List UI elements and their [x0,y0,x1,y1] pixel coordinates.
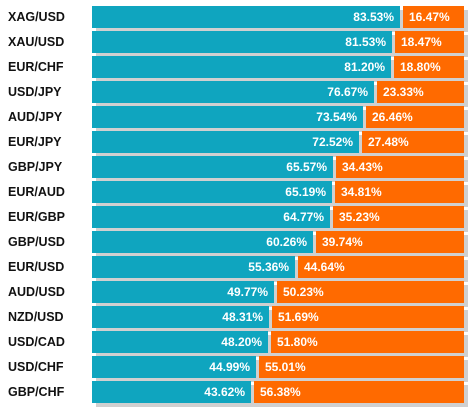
long-percent-label: 76.67% [327,85,368,99]
pair-label: NZD/USD [8,310,64,324]
pair-label: GBP/JPY [8,160,63,174]
short-percent-label: 27.48% [368,135,409,149]
short-percent-label: 18.47% [401,35,442,49]
long-percent-label: 49.77% [227,285,268,299]
short-bar [377,81,464,103]
long-bar [92,131,359,153]
short-percent-label: 23.33% [383,85,424,99]
short-bar [316,231,464,253]
long-bar [92,6,400,28]
pair-label: EUR/CHF [8,60,64,74]
long-percent-label: 81.20% [344,60,385,74]
pair-label: USD/CAD [8,335,65,349]
short-bar [259,356,464,378]
long-bar [92,106,363,128]
pair-label: EUR/GBP [8,210,65,224]
short-bar [335,181,464,203]
pair-label: GBP/USD [8,235,65,249]
short-percent-label: 55.01% [265,360,306,374]
short-bar [271,331,464,353]
long-bar [92,256,295,278]
pair-label: AUD/USD [8,285,65,299]
long-percent-label: 60.26% [266,235,307,249]
short-percent-label: 34.81% [341,185,382,199]
long-bar [92,356,256,378]
pair-label: USD/CHF [8,360,64,374]
pair-label: EUR/JPY [8,135,62,149]
short-bar [298,256,464,278]
short-bar [254,381,464,403]
short-percent-label: 51.80% [277,335,318,349]
long-bar [92,81,374,103]
long-percent-label: 44.99% [209,360,250,374]
pair-label: XAU/USD [8,35,65,49]
short-percent-label: 35.23% [339,210,380,224]
long-percent-label: 48.31% [222,310,263,324]
pair-label: EUR/AUD [8,185,65,199]
long-percent-label: 83.53% [353,10,394,24]
long-percent-label: 43.62% [204,385,245,399]
long-bar [92,156,333,178]
long-bar [92,281,274,303]
long-percent-label: 64.77% [283,210,324,224]
long-percent-label: 55.36% [248,260,289,274]
short-bar [394,56,464,78]
pair-label: AUD/JPY [8,110,63,124]
short-bar [362,131,464,153]
short-percent-label: 51.69% [278,310,319,324]
short-bar [333,206,464,228]
short-percent-label: 26.46% [372,110,413,124]
pair-label: XAG/USD [8,10,65,24]
pair-label: USD/JPY [8,85,62,99]
short-bar [403,6,464,28]
long-percent-label: 72.52% [312,135,353,149]
short-percent-label: 56.38% [260,385,301,399]
short-percent-label: 18.80% [400,60,441,74]
long-bar [92,306,269,328]
long-bar [92,56,391,78]
long-bar [92,206,330,228]
long-bar [92,181,332,203]
long-bar [92,381,251,403]
short-percent-label: 39.74% [322,235,363,249]
short-percent-label: 34.43% [342,160,383,174]
long-bar [92,231,313,253]
short-bar [336,156,464,178]
short-percent-label: 44.64% [304,260,345,274]
short-bar [395,31,464,53]
pair-label: EUR/USD [8,260,65,274]
short-bar [272,306,464,328]
long-bar [92,31,392,53]
long-bar [92,331,268,353]
short-percent-label: 16.47% [409,10,450,24]
short-bar [366,106,464,128]
short-percent-label: 50.23% [283,285,324,299]
long-percent-label: 81.53% [345,35,386,49]
long-percent-label: 73.54% [316,110,357,124]
long-percent-label: 65.57% [286,160,327,174]
long-percent-label: 48.20% [221,335,262,349]
short-bar [277,281,464,303]
pair-label: GBP/CHF [8,385,65,399]
long-percent-label: 65.19% [285,185,326,199]
